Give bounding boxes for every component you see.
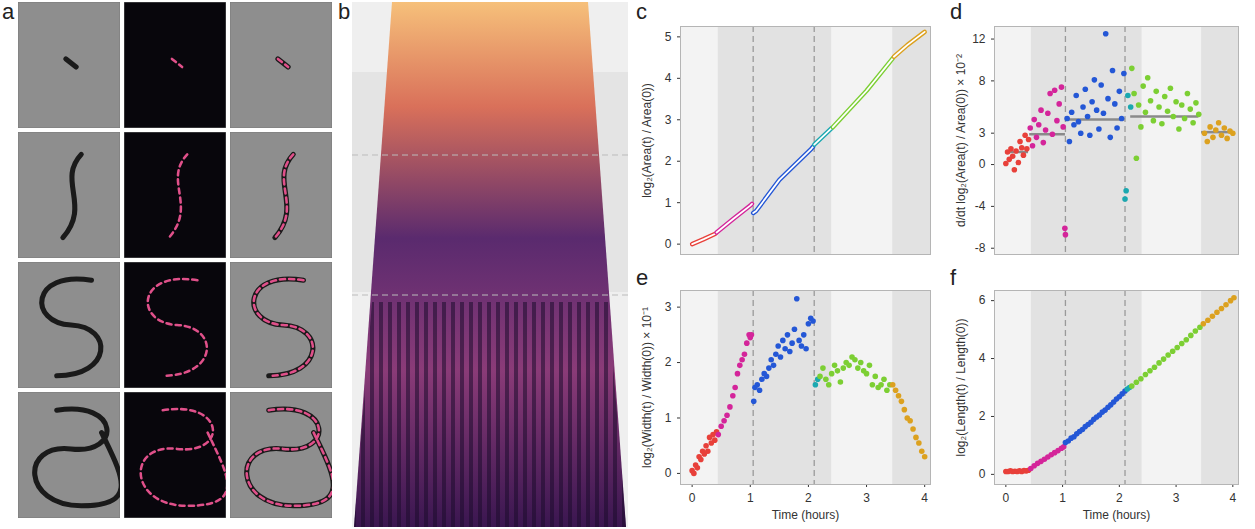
svg-text:5: 5 [665,30,672,44]
svg-text:d/dt log₂(Area(t) / Area(0)) ×: d/dt log₂(Area(t) / Area(0)) × 10⁻² [954,54,968,227]
svg-text:3: 3 [1173,491,1180,505]
svg-text:-4: -4 [975,199,986,213]
svg-text:3: 3 [979,126,986,140]
svg-text:2: 2 [1116,491,1123,505]
svg-text:1: 1 [665,196,672,210]
html-text:a: a [2,0,15,24]
svg-text:3: 3 [665,113,672,127]
svg-text:0: 0 [979,157,986,171]
svg-text:0: 0 [979,467,986,481]
svg-text:1: 1 [747,491,754,505]
svg-text:2: 2 [665,154,672,168]
svg-text:1: 1 [665,411,672,425]
html-text:e: e [636,265,649,290]
svg-text:2: 2 [979,409,986,423]
html-text:b: b [338,0,351,24]
svg-text:4: 4 [979,351,986,365]
svg-text:2: 2 [805,491,812,505]
svg-text:log₂(Length(t) / Length(0)): log₂(Length(t) / Length(0)) [954,318,968,456]
svg-text:4: 4 [1229,491,1236,505]
svg-text:Time (hours): Time (hours) [772,508,840,522]
svg-text:3: 3 [863,491,870,505]
svg-text:0: 0 [1003,491,1010,505]
svg-text:6: 6 [979,293,986,307]
svg-text:Time (hours): Time (hours) [1083,508,1151,522]
svg-text:0: 0 [665,237,672,251]
svg-text:1: 1 [1059,491,1066,505]
html-text:d: d [950,0,963,24]
svg-text:4: 4 [921,491,928,505]
html-text:c: c [636,0,647,24]
svg-text:8: 8 [979,74,986,88]
svg-text:4: 4 [665,71,672,85]
svg-text:3: 3 [665,300,672,314]
svg-text:0: 0 [665,466,672,480]
svg-text:12: 12 [972,32,986,46]
svg-text:2: 2 [665,355,672,369]
svg-text:log₂(Width(t) / Width(0)) × 10: log₂(Width(t) / Width(0)) × 10⁻¹ [640,307,654,468]
html-text:f: f [950,265,957,290]
svg-text:0: 0 [689,491,696,505]
svg-text:-8: -8 [975,241,986,255]
svg-text:log₂(Area(t) / Area(0)): log₂(Area(t) / Area(0)) [640,83,654,198]
